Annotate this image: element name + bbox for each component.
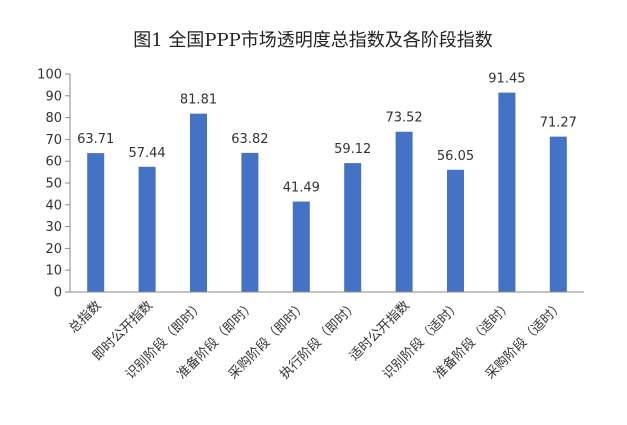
y-tick-label: 20	[45, 242, 62, 257]
bar	[549, 136, 567, 292]
bar	[138, 166, 156, 292]
x-axis: 总指数即时公开指数识别阶段（即时）准备阶段（即时）采购阶段（即时）执行阶段（即时…	[66, 291, 584, 382]
data-label: 57.44	[128, 146, 165, 161]
y-tick-label: 10	[45, 264, 62, 279]
x-category-label: 总指数	[66, 298, 104, 336]
bar	[447, 169, 464, 292]
y-tick-label: 0	[54, 286, 62, 301]
bar	[87, 153, 105, 292]
bar	[241, 152, 259, 292]
y-axis: 0 10 20 30 40 50 60 70 80 90 100	[37, 68, 71, 301]
data-labels: 63.71 57.44 81.81 63.82 41.49 59.12 73.52 56.05…	[77, 72, 577, 196]
data-label: 63.71	[77, 132, 114, 147]
chart-title: 图1 全国PPP市场透明度总指数及各阶段指数	[133, 30, 493, 51]
y-tick-label: 90	[45, 89, 62, 104]
data-label: 81.81	[180, 93, 217, 108]
y-tick-label: 40	[45, 198, 62, 213]
bars	[87, 92, 567, 292]
data-label: 71.27	[540, 116, 577, 131]
data-label: 91.45	[488, 72, 525, 87]
bar	[498, 92, 516, 292]
data-label: 41.49	[283, 181, 320, 196]
data-label: 59.12	[334, 142, 371, 157]
y-tick-label: 30	[45, 220, 62, 235]
bar	[344, 163, 362, 292]
y-tick-label: 100	[37, 68, 62, 83]
bar	[190, 113, 207, 292]
bar	[292, 201, 310, 292]
bar	[395, 131, 413, 292]
data-label: 73.52	[385, 111, 422, 126]
data-label: 63.82	[231, 132, 268, 147]
y-tick-label: 80	[45, 111, 62, 126]
y-tick-label: 60	[45, 155, 62, 170]
y-tick-label: 50	[45, 177, 62, 192]
y-tick-label: 70	[45, 133, 62, 148]
data-label: 56.05	[437, 149, 474, 164]
